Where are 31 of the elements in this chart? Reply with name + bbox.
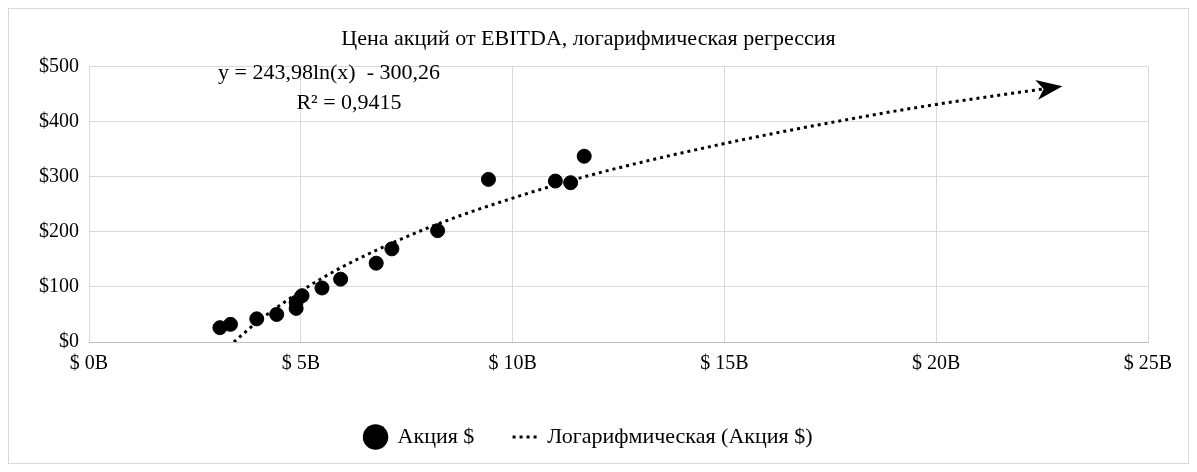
point	[333, 271, 349, 287]
x-tick-label: $ 25B	[1123, 351, 1173, 374]
annotation: R² = 0,9415	[296, 89, 402, 115]
y-tick-label: $200	[39, 219, 79, 242]
y-tick-label: $100	[39, 274, 79, 297]
point	[368, 255, 384, 271]
point	[480, 171, 496, 187]
x-tick-label: $ 15B	[700, 351, 749, 374]
legend-label: Логарифмическая (Акция $)	[547, 422, 813, 448]
point	[269, 306, 285, 322]
point	[563, 175, 579, 191]
x-tick-label: $ 5B	[281, 351, 320, 374]
point	[384, 241, 400, 257]
x-tick-label: $ 10B	[488, 351, 537, 374]
legend-label: Акция $	[397, 422, 475, 448]
annotation: y = 243,98ln(x) - 300,26	[218, 59, 440, 85]
point	[249, 311, 265, 327]
point	[547, 173, 563, 189]
y-tick-label: $0	[59, 329, 79, 352]
point	[1035, 80, 1063, 100]
y-tick-label: $300	[39, 163, 79, 186]
chart-title: Цена акций от EBITDA, логарифмическая регрессия	[341, 24, 836, 50]
point	[430, 223, 446, 239]
x-tick-label: $ 20B	[912, 351, 961, 374]
point	[576, 148, 592, 164]
y-tick-label: $500	[39, 53, 79, 76]
y-tick-label: $400	[39, 108, 79, 131]
point	[314, 280, 330, 296]
point	[222, 316, 238, 332]
point	[294, 288, 310, 304]
x-tick-label: $ 0B	[69, 351, 109, 374]
